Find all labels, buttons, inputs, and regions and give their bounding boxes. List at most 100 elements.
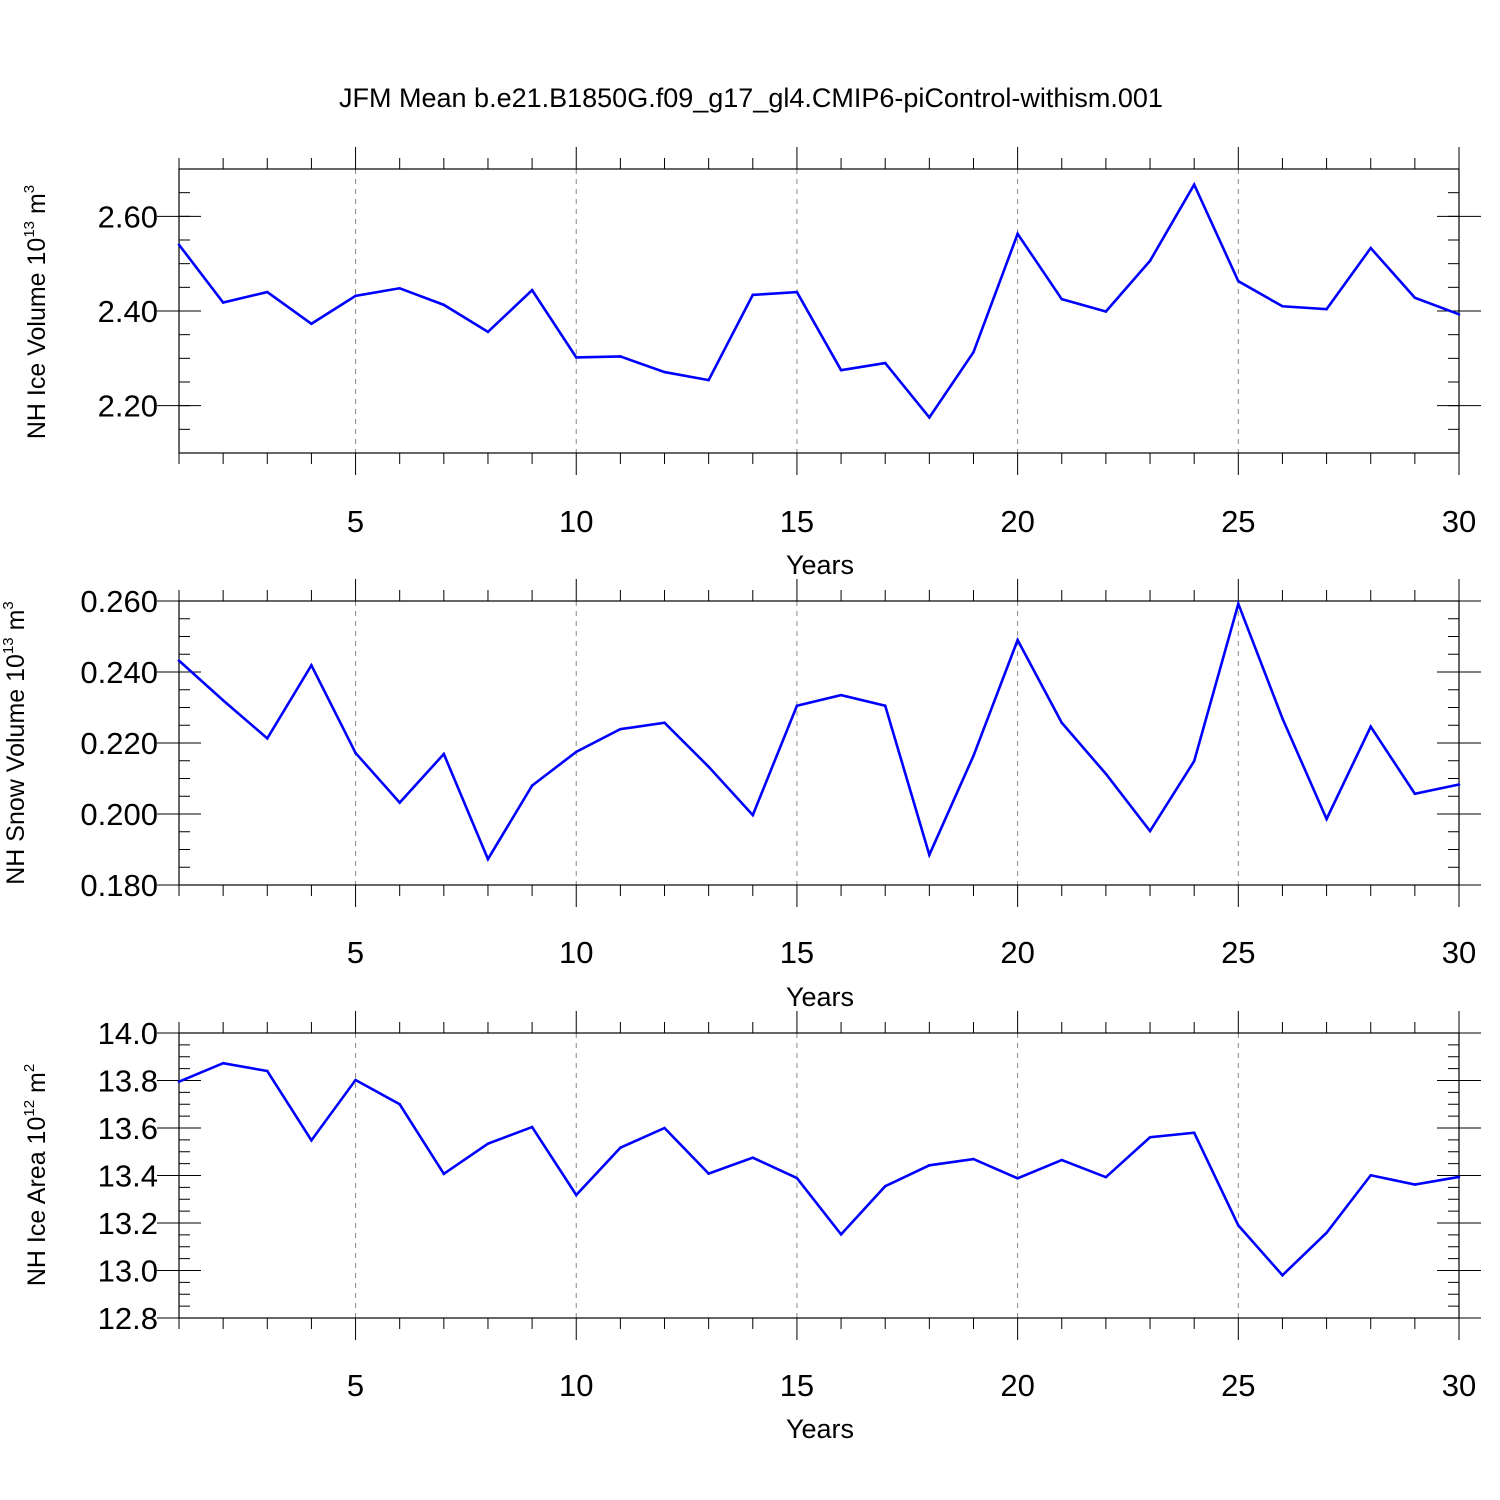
data-point	[530, 1125, 534, 1129]
data-point	[354, 751, 357, 755]
y-axis-title-superscript: 2	[21, 1064, 38, 1072]
x-axis-title: Years	[786, 550, 854, 580]
data-point	[751, 293, 755, 297]
data-point	[928, 853, 931, 857]
x-tick-label: 15	[780, 1368, 814, 1403]
data-point	[1060, 297, 1064, 301]
data-point	[177, 243, 181, 247]
y-axis-title-superscript: 3	[21, 185, 38, 193]
series-line-snow-volume	[178, 599, 1460, 862]
data-point	[221, 1061, 225, 1065]
data-point	[486, 330, 490, 334]
plot-frame	[178, 600, 1460, 886]
y-tick-label: 2.20	[98, 389, 158, 424]
data-point	[839, 693, 843, 697]
x-tick-label: 10	[559, 1368, 593, 1403]
data-point	[1413, 1183, 1417, 1186]
data-point	[574, 750, 578, 754]
data-point	[619, 355, 622, 358]
data-point	[221, 699, 225, 702]
data-point	[1060, 1158, 1064, 1162]
y-tick-label: 0.220	[80, 726, 158, 761]
data-point	[751, 813, 755, 817]
data-point	[1369, 1173, 1373, 1177]
data-point	[177, 659, 181, 662]
y-tick-label: 0.200	[80, 797, 158, 832]
y-axis-title-superscript: 3	[0, 601, 17, 609]
data-point	[619, 727, 622, 731]
data-point	[1016, 232, 1019, 236]
chart-panel-snow-volume: 5 10 15 20 25 30 0.180 0.200 0.220 0.240 0.260 Year…	[0, 579, 1481, 1012]
x-tick-label: 20	[1000, 935, 1034, 970]
x-tick-label: 25	[1221, 1368, 1255, 1403]
y-axis-title-text: m	[23, 1072, 51, 1100]
y-axis-title: NH Snow Volume 1013 m3	[0, 601, 30, 885]
x-tick-label: 25	[1221, 935, 1255, 970]
data-point	[265, 290, 269, 294]
y-tick-label: 13.4	[98, 1159, 158, 1194]
data-point	[310, 663, 313, 667]
y-tick-label: 2.60	[98, 199, 158, 234]
x-axis-title: Years	[786, 1414, 854, 1444]
x-tick-label: 5	[347, 935, 364, 970]
x-tick-label: 10	[559, 935, 593, 970]
data-point	[1237, 279, 1240, 283]
data-point	[398, 801, 401, 804]
y-axis-title-superscript: 12	[21, 1100, 38, 1117]
y-tick-label: 0.240	[80, 655, 158, 690]
x-axis-title: Years	[786, 982, 854, 1012]
chart-panel-ice-area: 5 10 15 20 25 30 12.8 13.0 13.2 13.4 13.6 13.8 14.0 Y…	[21, 1011, 1481, 1444]
x-tick-label: 15	[780, 935, 814, 970]
data-point	[1457, 313, 1461, 316]
data-point	[530, 784, 534, 787]
data-point	[883, 704, 887, 708]
x-tick-label: 5	[347, 1368, 364, 1403]
y-axis-title-text: NH Ice Area 10	[23, 1117, 51, 1287]
x-tick-label: 30	[1442, 935, 1476, 970]
data-point	[751, 1156, 755, 1159]
data-point	[265, 737, 269, 740]
x-tick-label: 10	[559, 504, 593, 539]
data-point	[707, 765, 710, 769]
y-tick-label: 13.0	[98, 1254, 158, 1289]
x-tick-label: 5	[347, 504, 364, 539]
data-point	[1281, 1273, 1284, 1277]
data-point	[530, 288, 534, 292]
data-point	[265, 1069, 269, 1073]
data-point	[1104, 310, 1108, 313]
x-tick-label: 20	[1000, 504, 1034, 539]
y-axis-title-text: m	[2, 610, 30, 638]
y-axis-title: NH Ice Area 1012 m2	[21, 1064, 51, 1286]
y-tick-label: 2.40	[98, 294, 158, 329]
data-point	[1413, 296, 1417, 300]
data-point	[1281, 304, 1284, 308]
y-axis-title: NH Ice Volume 1013 m3	[21, 185, 51, 439]
data-point	[398, 1102, 401, 1106]
data-point	[972, 350, 975, 354]
data-point	[486, 857, 490, 861]
data-point	[1325, 817, 1328, 821]
data-point	[354, 1078, 357, 1082]
data-point	[1457, 783, 1461, 786]
data-point	[1237, 602, 1240, 606]
data-point	[310, 1139, 313, 1142]
y-tick-label: 0.260	[80, 584, 158, 619]
y-axis-title-text: NH Ice Volume 10	[23, 238, 51, 440]
data-point	[795, 290, 799, 294]
data-point	[1016, 1177, 1019, 1180]
data-point	[1325, 307, 1328, 311]
series-line-ice-volume	[177, 181, 1460, 420]
x-tick-label: 30	[1442, 1368, 1476, 1403]
y-tick-label: 14.0	[98, 1016, 158, 1051]
x-tick-label: 15	[780, 504, 814, 539]
y-tick-label: 13.6	[98, 1111, 158, 1146]
chart-panel-ice-volume: 5 10 15 20 25 30 2.20 2.40 2.60 Years NH Ice Volum…	[21, 147, 1481, 580]
data-point	[795, 1176, 799, 1180]
data-point	[663, 721, 666, 725]
data-point	[1369, 725, 1373, 728]
data-point	[442, 752, 446, 756]
y-tick-label: 0.180	[80, 868, 158, 903]
data-point	[1104, 1175, 1108, 1179]
data-point	[663, 1126, 666, 1130]
x-tick-label: 30	[1442, 504, 1476, 539]
